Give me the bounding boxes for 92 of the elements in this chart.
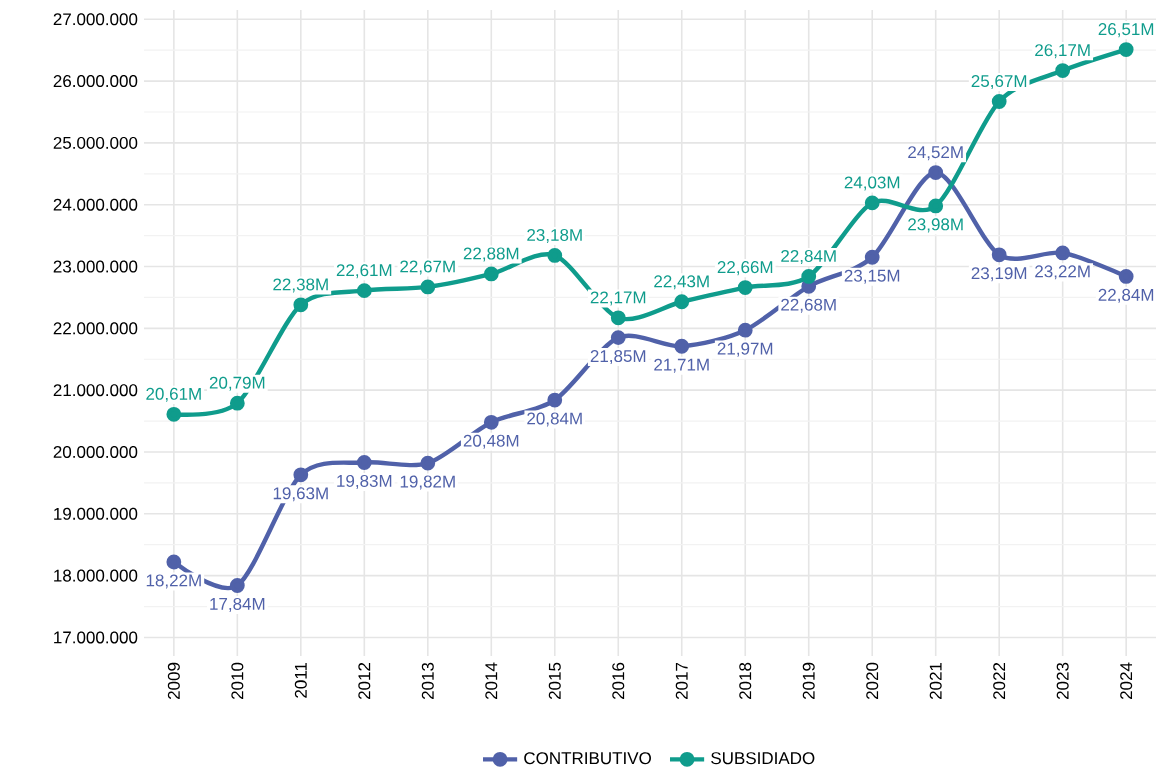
point bbox=[356, 283, 372, 299]
data-label: 22,61M bbox=[336, 264, 392, 279]
y-tick-label: 19.000.000 bbox=[54, 507, 138, 520]
point bbox=[737, 280, 753, 295]
x-tick-label: 2009 bbox=[167, 662, 180, 700]
point bbox=[864, 249, 880, 265]
data-label: 23,15M bbox=[844, 269, 900, 284]
point bbox=[229, 395, 245, 411]
point bbox=[483, 266, 499, 282]
x-tick-label: 2023 bbox=[1056, 662, 1069, 700]
data-label: 20,61M bbox=[146, 387, 201, 402]
data-label: 26,51M bbox=[1098, 23, 1154, 38]
point bbox=[737, 322, 753, 338]
x-tick-label: 2017 bbox=[675, 662, 688, 700]
point bbox=[547, 392, 563, 408]
y-tick-label: 21.000.000 bbox=[53, 384, 138, 397]
data-label: 19,63M bbox=[273, 487, 328, 502]
point bbox=[610, 330, 626, 346]
x-tick-label: 2020 bbox=[866, 662, 879, 700]
data-label: 23,18M bbox=[527, 228, 582, 243]
data-label: 17,84M bbox=[210, 597, 265, 612]
point bbox=[928, 165, 944, 180]
x-tick-label: 2024 bbox=[1120, 662, 1133, 700]
point bbox=[928, 198, 944, 214]
point bbox=[991, 247, 1007, 263]
point bbox=[547, 248, 563, 263]
data-label: 23,98M bbox=[908, 218, 963, 233]
data-label: 22,84M bbox=[781, 249, 836, 265]
point bbox=[420, 455, 436, 471]
y-tick-label: 26.000.000 bbox=[53, 75, 138, 88]
x-tick-label: 2016 bbox=[612, 662, 625, 700]
data-label: 22,88M bbox=[463, 247, 519, 262]
point bbox=[674, 338, 690, 354]
x-tick-label: 2018 bbox=[739, 662, 752, 700]
x-tick-label: 2021 bbox=[929, 662, 942, 700]
point bbox=[483, 414, 499, 430]
point bbox=[293, 297, 309, 313]
data-label: 21,85M bbox=[590, 350, 646, 365]
x-tick-label: 2012 bbox=[358, 662, 371, 700]
point bbox=[610, 310, 626, 326]
data-label: 24,52M bbox=[908, 146, 963, 161]
y-tick-label: 18.000.000 bbox=[54, 569, 138, 582]
data-label: 20,48M bbox=[463, 434, 519, 449]
data-label: 19,83M bbox=[337, 474, 392, 489]
data-label: 25,67M bbox=[971, 75, 1027, 90]
legend-label: SUBSIDIADO bbox=[711, 752, 815, 765]
data-label: 22,66M bbox=[717, 261, 773, 276]
point bbox=[229, 578, 245, 593]
y-tick-label: 17.000.000 bbox=[54, 631, 138, 644]
y-tick-label: 20.000.000 bbox=[53, 445, 138, 458]
data-label: 20,84M bbox=[527, 412, 582, 427]
x-tick-label: 2010 bbox=[231, 662, 244, 700]
data-label: 23,19M bbox=[971, 267, 1027, 282]
data-label: 22,17M bbox=[590, 291, 646, 306]
data-label: 21,71M bbox=[654, 358, 709, 373]
point bbox=[1055, 245, 1071, 261]
data-label: 24,03M bbox=[844, 176, 900, 191]
y-tick-label: 25.000.000 bbox=[53, 136, 138, 149]
y-tick-label: 24.000.000 bbox=[53, 198, 138, 211]
point bbox=[420, 279, 436, 295]
data-label: 23,22M bbox=[1035, 265, 1090, 280]
data-label: 20,79M bbox=[209, 376, 265, 391]
point bbox=[293, 467, 309, 483]
point bbox=[801, 269, 817, 284]
y-tick-label: 23.000.000 bbox=[53, 260, 138, 273]
legend-label: CONTRIBUTIVO bbox=[524, 752, 651, 765]
point bbox=[356, 455, 372, 470]
data-label: 22,38M bbox=[273, 278, 328, 293]
y-tick-label: 27.000.000 bbox=[53, 13, 138, 26]
point bbox=[1118, 42, 1134, 57]
x-tick-label: 2011 bbox=[294, 662, 307, 698]
data-label: 22,67M bbox=[400, 260, 455, 275]
point bbox=[166, 406, 182, 422]
point bbox=[991, 94, 1007, 109]
data-label: 22,43M bbox=[654, 275, 709, 290]
point bbox=[1118, 269, 1134, 284]
point bbox=[166, 554, 182, 570]
data-label: 22,84M bbox=[1098, 288, 1154, 303]
point bbox=[674, 294, 690, 310]
data-label: 21,97M bbox=[717, 342, 773, 357]
x-tick-label: 2013 bbox=[421, 662, 434, 700]
x-tick-label: 2019 bbox=[802, 662, 815, 700]
point bbox=[864, 195, 880, 211]
x-tick-label: 2015 bbox=[548, 662, 561, 700]
x-tick-label: 2014 bbox=[485, 662, 498, 700]
x-tick-label: 2022 bbox=[993, 662, 1006, 700]
data-label: 19,82M bbox=[400, 475, 455, 490]
y-tick-label: 22.000.000 bbox=[53, 322, 138, 335]
point bbox=[1055, 63, 1071, 78]
data-label: 18,22M bbox=[146, 574, 201, 589]
data-label: 22,68M bbox=[781, 298, 836, 313]
data-label: 26,17M bbox=[1035, 44, 1090, 59]
